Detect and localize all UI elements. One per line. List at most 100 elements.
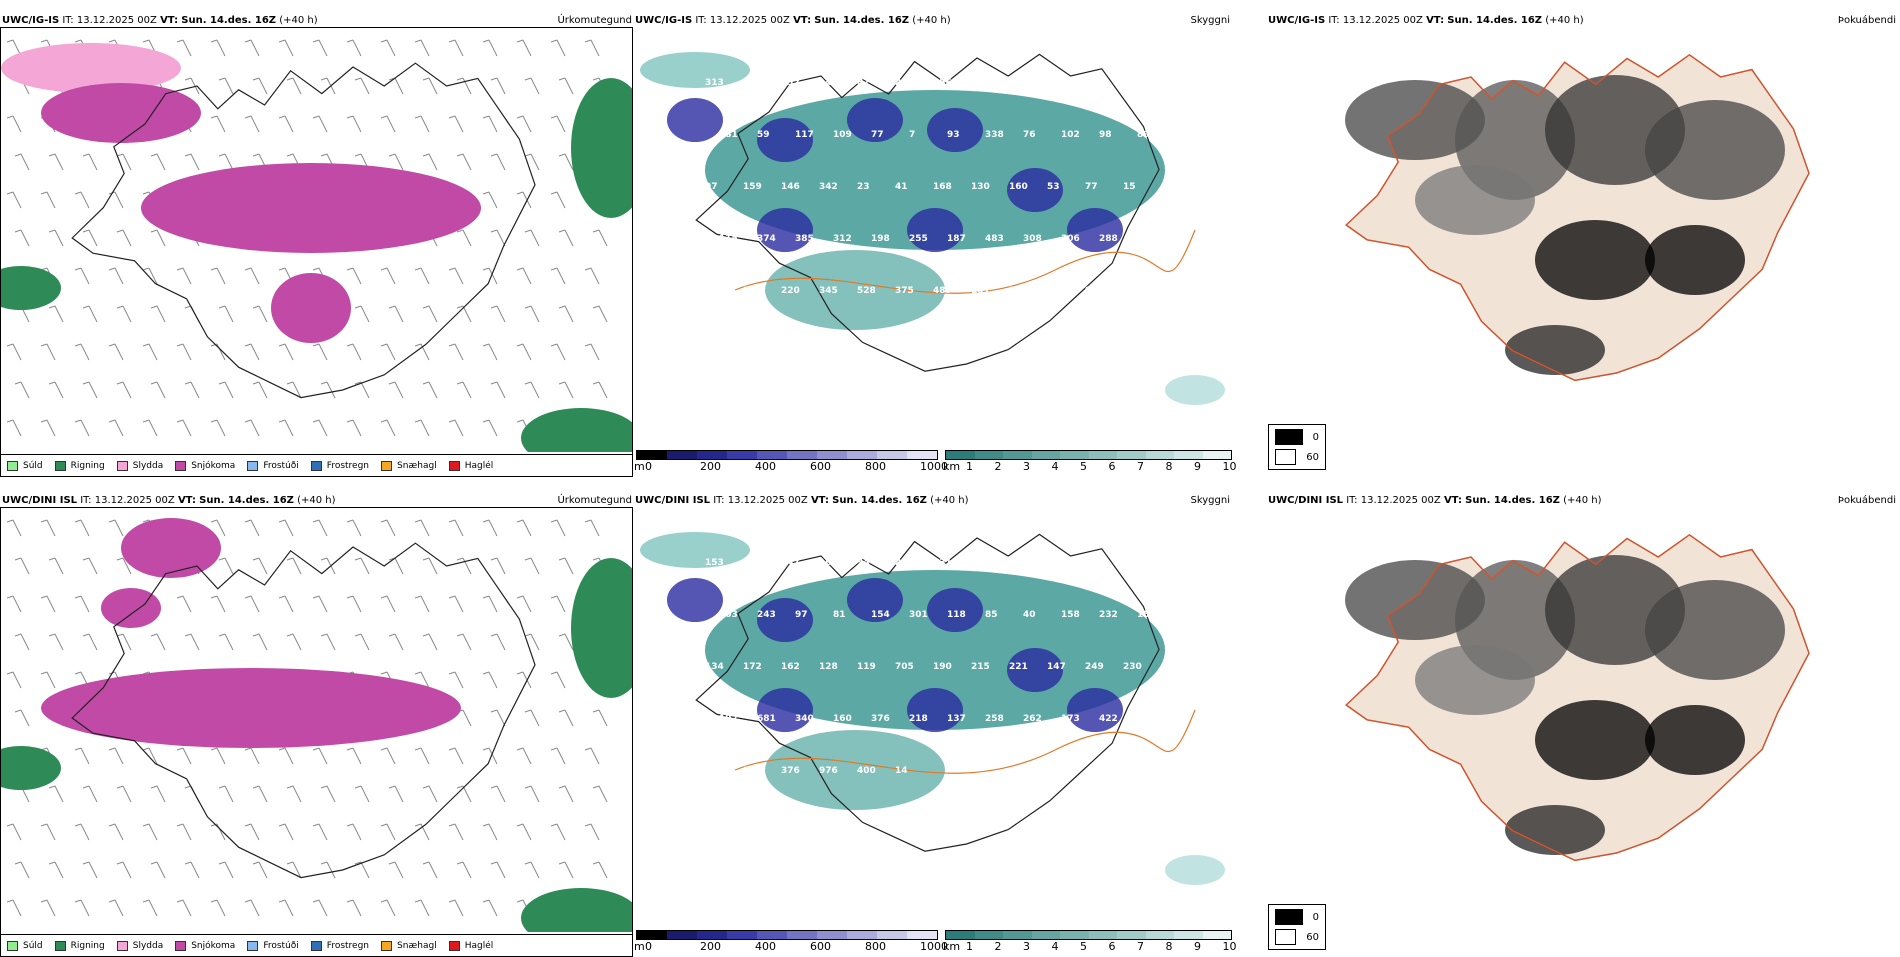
cloud-base-value: 41 xyxy=(719,338,732,348)
cloud-base-value: 342 xyxy=(819,182,838,192)
low-visibility-area xyxy=(765,250,945,330)
cloud-base-value: 118 xyxy=(947,610,966,620)
cloud-base-area xyxy=(1067,208,1123,252)
fog-area xyxy=(1505,805,1605,855)
valid-time-label: VT: xyxy=(1426,15,1445,26)
cloud-base-value: 53 xyxy=(1047,182,1060,192)
legend-item: Súld xyxy=(7,460,43,471)
legend-swatch xyxy=(175,940,187,951)
cloud-base-value: 214 xyxy=(1009,286,1028,296)
cloud-base-value: 156 xyxy=(933,78,952,88)
coastline xyxy=(695,53,1160,372)
legend-label: Súld xyxy=(23,940,43,951)
colorbar-segment xyxy=(946,931,975,939)
cloud-base-value: 147 xyxy=(1047,662,1066,672)
cloud-panel-header: UWC/IG-IS IT: 13.12.2025 00Z VT: Sun. 14… xyxy=(635,14,951,28)
low-visibility-area xyxy=(640,52,750,88)
legend-item: Snæhagl xyxy=(381,940,437,951)
colorbar-tick: 1 xyxy=(966,940,973,953)
valid-time: Sun. 14.des. 16Z xyxy=(1465,495,1560,506)
colorbar-segment xyxy=(757,451,787,459)
cloud-base-value: 215 xyxy=(971,662,990,672)
fog-legend-value: 0 xyxy=(1312,911,1319,923)
colorbar-segment xyxy=(1174,931,1203,939)
legend-label: Snæhagl xyxy=(397,940,437,951)
colorbar-segment xyxy=(1003,931,1032,939)
cloud-base-value: 681 xyxy=(757,714,776,724)
colorbar-segment xyxy=(877,451,907,459)
colorbar-segment xyxy=(667,451,697,459)
cloud-base-value: 102 xyxy=(1061,130,1080,140)
colorbar-tick: 2 xyxy=(994,940,1002,953)
legend-item: Frostúði xyxy=(247,940,299,951)
cloud-base-value: 90 xyxy=(1085,286,1098,296)
legend-swatch xyxy=(247,940,259,951)
issue-time-label: IT: xyxy=(695,15,707,26)
colorbar-segment xyxy=(787,451,817,459)
legend-label: Rigning xyxy=(70,460,105,471)
precip-map-canvas xyxy=(1,518,632,932)
low-visibility-area xyxy=(640,532,750,568)
colorbar-tick: 4 xyxy=(1051,940,1059,953)
cloud-base-value: 160 xyxy=(1009,182,1028,192)
model-name: UWC/IG-IS xyxy=(635,15,693,26)
issue-time-label: IT: xyxy=(1328,15,1340,26)
cloud-base-value: 146 xyxy=(781,182,800,192)
legend-item: Rigning xyxy=(54,460,105,471)
cloud-base-value: 158 xyxy=(1061,610,1080,620)
legend-label: Frostregn xyxy=(326,460,370,471)
cloud-base-value: 93 xyxy=(947,130,960,140)
fog-indicator-map xyxy=(1345,533,1810,862)
fog-area xyxy=(1415,645,1535,715)
cloud-base-value: 162 xyxy=(781,662,800,672)
snow-area xyxy=(141,163,481,253)
low-visibility-area xyxy=(705,570,1165,730)
cloud-base-area xyxy=(927,108,983,152)
colorbar-segment xyxy=(727,931,757,939)
rain-area xyxy=(571,558,632,698)
colorbar-segment xyxy=(787,931,817,939)
colorbar-segment xyxy=(1145,931,1174,939)
colorbar-tick: 10 xyxy=(1222,460,1237,473)
cloud-base-colorbar xyxy=(636,930,938,940)
lead-time: (+40 h) xyxy=(930,495,969,506)
fog-area xyxy=(1645,705,1745,775)
model-name: UWC/DINI ISL xyxy=(1268,495,1344,506)
cloud-base-value: 376 xyxy=(781,766,800,776)
cloud-base-area xyxy=(667,578,723,622)
cloud-base-value: 260 xyxy=(1009,78,1028,88)
low-visibility-area xyxy=(705,90,1165,250)
cloud-base-value: 81 xyxy=(833,610,846,620)
legend-label: Frostúði xyxy=(263,940,299,951)
cloud-base-value: 127 xyxy=(705,286,724,296)
snow-area xyxy=(41,668,461,748)
colorbar-segment xyxy=(1003,451,1032,459)
road-lines xyxy=(734,229,1196,294)
cloud-base-value: 85 xyxy=(985,610,998,620)
valid-time: Sun. 14.des. 16Z xyxy=(814,15,910,26)
colorbar-segment xyxy=(817,931,847,939)
lead-time: (+40 h) xyxy=(912,15,951,26)
legend-swatch xyxy=(310,940,322,951)
fog-legend-swatch xyxy=(1275,429,1303,445)
colorbar-segment xyxy=(727,451,757,459)
cloud-base-value: 97 xyxy=(795,610,808,620)
cloud-base-value: 7 xyxy=(909,130,915,140)
cloud-visibility-map: 313 97 132 148 87 205 156 26 260 124 124 294 281 59 11… xyxy=(640,52,1225,405)
rain-area xyxy=(571,78,632,218)
cloud-base-value: 422 xyxy=(1099,714,1118,724)
cloud-base-value: 232 xyxy=(1099,610,1118,620)
colorbar-tick: 400 xyxy=(755,460,776,473)
legend-swatch xyxy=(448,940,460,951)
coastline xyxy=(71,62,536,399)
snow-area xyxy=(101,588,161,628)
cloud-base-value: 124 xyxy=(1047,78,1066,88)
cloud-base-value: 374 xyxy=(757,234,776,244)
colorbar-segment xyxy=(946,451,975,459)
fog-panel-title: Þokuábendi xyxy=(1837,15,1896,26)
legend-swatch xyxy=(116,460,128,471)
cloud-base-area xyxy=(907,208,963,252)
legend-swatch xyxy=(247,460,259,471)
colorbar-segment xyxy=(847,451,877,459)
cloud-base-value: 98 xyxy=(1099,130,1112,140)
